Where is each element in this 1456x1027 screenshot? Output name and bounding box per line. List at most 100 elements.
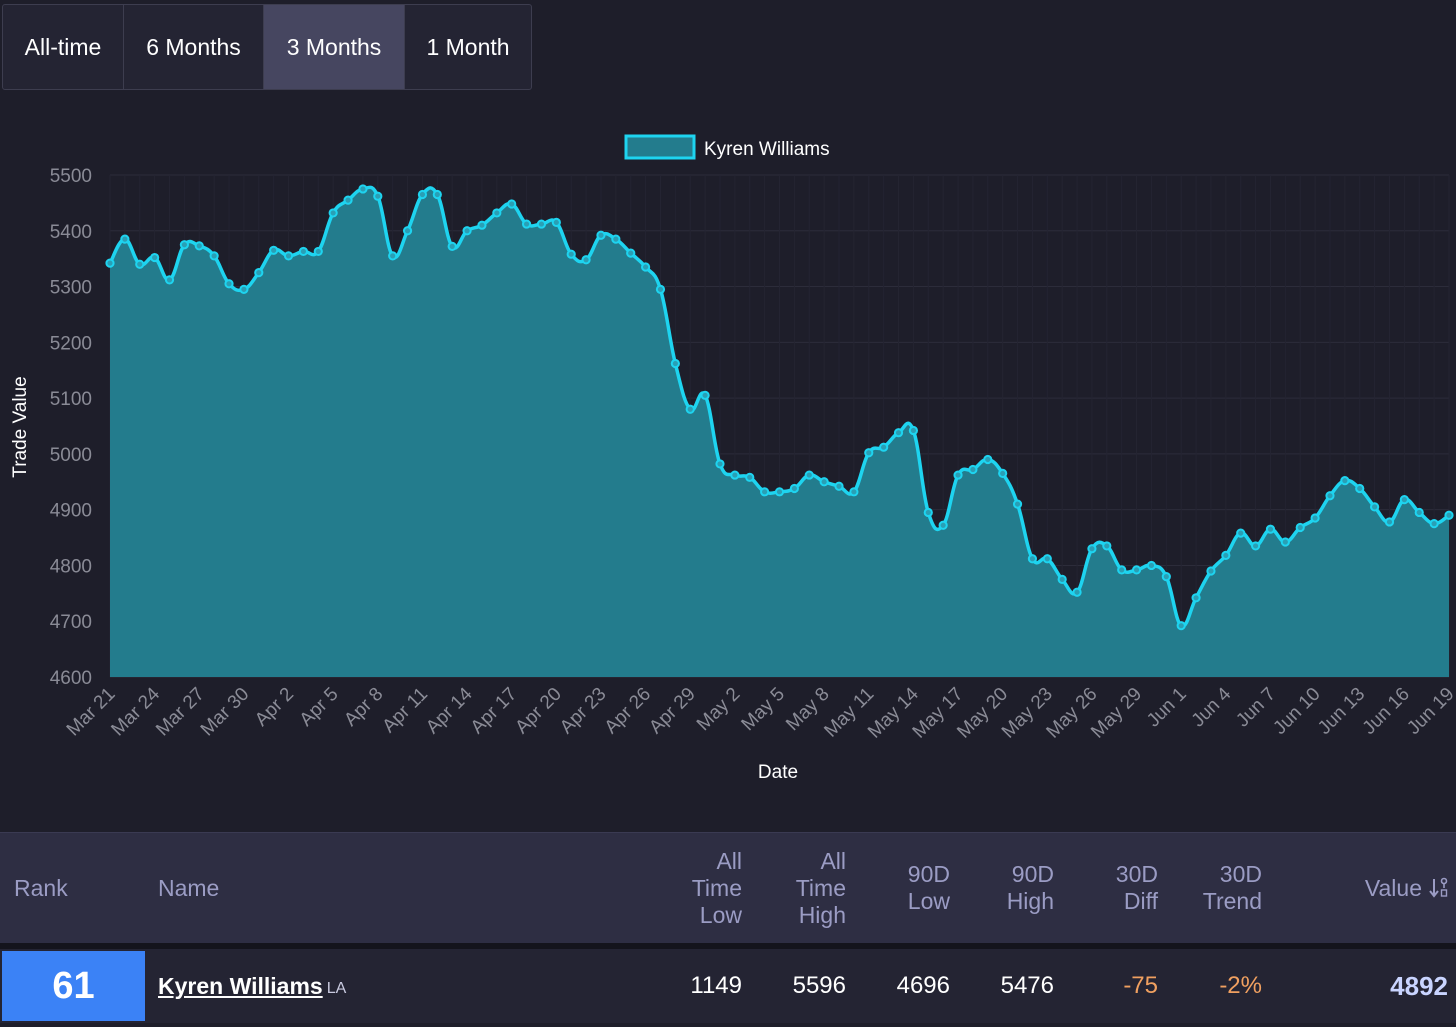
data-point [224,279,234,289]
data-point [1295,522,1305,533]
data-point [1176,621,1186,631]
data-point [1325,491,1335,501]
x-tick-label: Jun 13 [1314,684,1369,739]
data-point [998,468,1008,479]
header-30d-diff[interactable]: 30D Diff [1115,861,1158,914]
data-point [179,240,189,250]
x-tick-label: Mar 30 [197,684,254,741]
tab-all-time[interactable]: All-time [3,5,124,89]
data-point [507,199,517,209]
data-point [819,477,829,487]
header-all-time-high[interactable]: All Time High [795,847,846,928]
data-point [328,208,338,218]
sort-desc-icon [1429,877,1448,898]
all-time-low-value: 1149 [690,972,742,999]
data-point [834,481,844,491]
chart-legend[interactable]: Kyren Williams [624,134,830,160]
data-point [596,230,606,240]
data-point [164,275,175,285]
x-tick-label: Jun 4 [1188,683,1236,731]
data-point [893,428,904,438]
data-point [1102,541,1112,551]
data-point [1221,550,1231,561]
data-point [670,358,680,369]
data-point [1206,566,1216,576]
data-point [1027,554,1038,564]
data-point [1399,495,1409,505]
data-point [1444,510,1454,520]
table-divider [0,943,1456,949]
data-point [923,507,933,518]
x-tick-label: May 5 [738,684,789,735]
data-point [879,442,889,452]
data-point [150,252,160,263]
trade-value-chart: 4600 4700 4800 4900 5000 5100 5200 5300 5400 5500… [10,134,1456,783]
header-90d-low[interactable]: 90D Low [907,861,950,914]
x-tick-label: May 2 [693,684,744,735]
data-point [1131,565,1142,575]
header-rank[interactable]: Rank [14,874,68,901]
y-tick-label: 5400 [50,222,92,243]
data-point [908,425,919,436]
tab-6-months[interactable]: 6 Months [124,5,264,89]
series-area-fill [110,187,1449,677]
data-point [1042,554,1052,564]
data-point [715,459,725,469]
legend-label: Kyren Williams [704,139,830,160]
x-tick-label: Apr 17 [467,684,521,738]
x-tick-label: Apr 14 [422,683,477,738]
data-point [626,248,636,258]
data-point [254,268,264,278]
tab-1-month[interactable]: 1 Month [426,33,510,60]
data-point [1087,544,1097,554]
data-point [1265,524,1276,534]
data-point [1280,537,1290,547]
data-point [611,234,621,244]
trade-value: 4892 [1390,970,1448,1001]
header-90d-high[interactable]: 90D High [1006,861,1054,914]
x-tick-label: Mar 27 [152,684,209,741]
data-point [641,262,651,272]
x-tick-label: Mar 21 [63,684,120,741]
data-point [194,241,204,251]
table-row: 61 Kyren Williams LA 1149 5596 4696 5476… [0,949,1456,1023]
y-tick-label: 5000 [50,445,92,466]
data-point [1370,502,1380,512]
data-point [566,249,576,259]
data-point [700,390,710,400]
data-point [760,487,770,497]
data-point [1146,560,1157,571]
data-point [1355,483,1365,494]
y-tick-label: 5100 [50,389,92,410]
y-tick-label: 5300 [50,278,92,299]
data-point [774,487,785,497]
header-all-time-low[interactable]: All Time Low [691,847,742,928]
x-tick-label: Apr 29 [645,684,699,738]
y-tick-label: 4600 [50,668,92,689]
x-tick-label: Jun 10 [1269,684,1324,739]
data-point [135,259,145,269]
data-point [283,251,294,261]
rank-badge: 61 [2,951,145,1021]
data-point [120,234,130,244]
data-point [968,464,978,475]
y-tick-label: 5200 [50,333,92,354]
data-point [492,208,502,218]
y-axis-title: Trade Value [10,376,31,477]
data-point [1414,507,1424,518]
30d-diff-value: -75 [1123,972,1158,999]
30d-trend-value: -2% [1219,972,1262,999]
tab-3-months[interactable]: 3 Months [264,5,405,89]
x-tick-label: Mar 24 [108,683,165,740]
player-name-link[interactable]: Kyren Williams [158,972,323,999]
data-point [373,191,383,201]
x-tick-label: Apr 23 [556,684,610,738]
data-point [209,251,219,261]
data-point [298,246,309,257]
data-point [388,251,398,261]
header-30d-trend[interactable]: 30D Trend [1202,861,1262,914]
header-value[interactable]: Value [1300,833,1450,943]
data-point [432,189,442,200]
header-name[interactable]: Name [158,874,220,901]
x-tick-label: Jun 19 [1403,684,1456,739]
